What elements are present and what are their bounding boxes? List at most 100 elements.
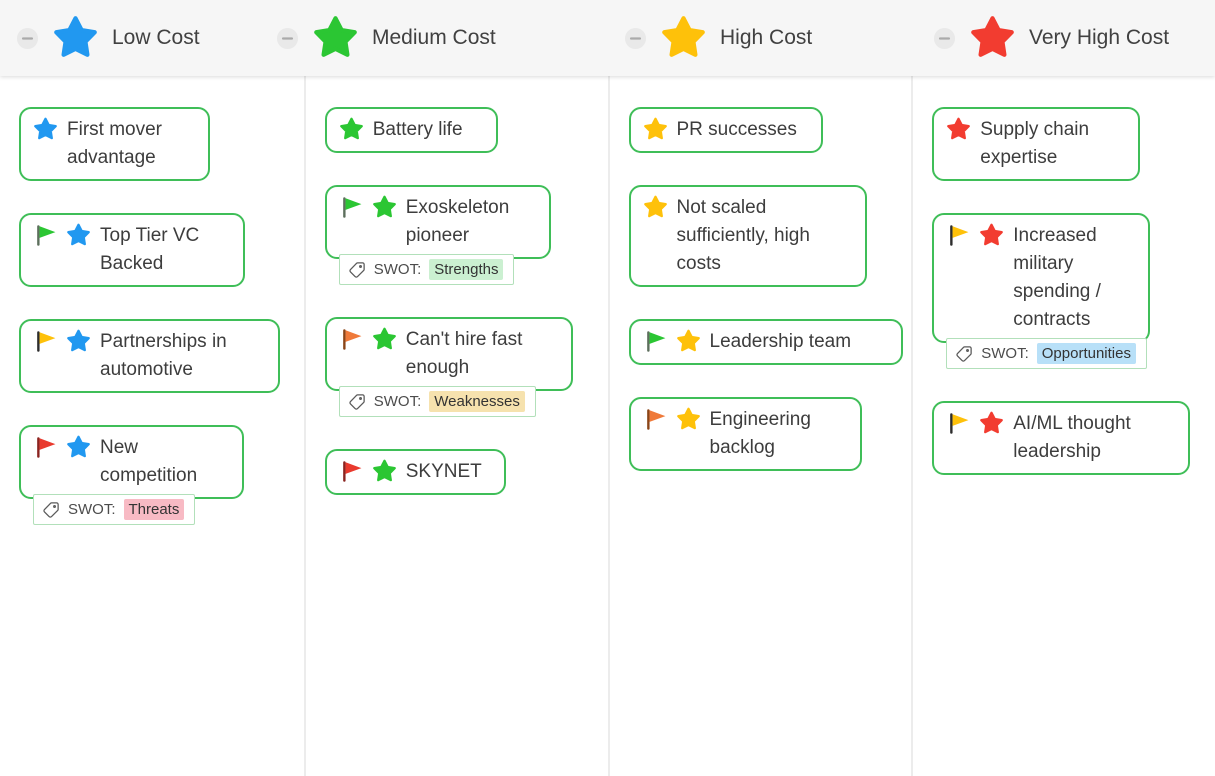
swot-tag[interactable]: SWOT: Weaknesses: [338, 386, 536, 417]
tag-label: SWOT:: [981, 345, 1029, 362]
card-title: Exoskeleton pioneer: [405, 197, 510, 246]
column-low-cost: First mover advantage Top Tier VC Backed…: [0, 76, 304, 776]
flag-icon: [339, 327, 364, 352]
star-icon: [372, 327, 397, 352]
flag-icon: [339, 195, 364, 220]
column-header-low-cost: Low Cost: [16, 0, 200, 76]
star-icon: [66, 435, 91, 460]
column-header-label: Medium Cost: [372, 26, 496, 49]
card-group: Increased military spending / contracts …: [932, 213, 1151, 369]
tag-icon: [955, 345, 973, 363]
tag-value: Strengths: [429, 259, 504, 280]
tag-value: Threats: [123, 499, 185, 520]
card-title: AI/ML thought leadership: [1013, 413, 1131, 462]
column-header-high-cost: High Cost: [624, 0, 812, 76]
card-title: SKYNET: [405, 461, 482, 482]
card[interactable]: Not scaled sufficiently, high costs: [628, 185, 867, 287]
minus-circle-icon: [624, 27, 647, 50]
swot-tag[interactable]: SWOT: Strengths: [338, 254, 515, 285]
card-title: Increased military spending / contracts: [1013, 225, 1101, 330]
column-very-high-cost: Supply chain expertise Increased militar…: [911, 76, 1215, 776]
card-group: Exoskeleton pioneer SWOT: Strengths: [324, 185, 551, 285]
card-title: Not scaled sufficiently, high costs: [676, 197, 810, 274]
flag-icon: [339, 459, 364, 484]
star-icon: [372, 459, 397, 484]
column-header-label: Very High Cost: [1029, 26, 1170, 49]
card-title: PR successes: [676, 119, 797, 140]
flag-icon: [643, 407, 668, 432]
flag-icon: [946, 223, 971, 248]
star-icon: [946, 117, 971, 142]
card[interactable]: Can't hire fast enough: [324, 317, 573, 391]
swot-tag[interactable]: SWOT: Opportunities: [946, 338, 1147, 369]
star-icon: [676, 407, 701, 432]
column-header-label: High Cost: [720, 26, 813, 49]
flag-icon: [33, 435, 58, 460]
star-icon: [372, 195, 397, 220]
flag-icon: [33, 223, 58, 248]
board-header: Low Cost Medium Cost High Cost Very High…: [0, 0, 1215, 76]
card[interactable]: AI/ML thought leadership: [932, 401, 1191, 475]
star-icon: [339, 117, 364, 142]
card[interactable]: Battery life: [324, 107, 498, 153]
tag-icon: [348, 393, 366, 411]
star-icon: [643, 195, 668, 220]
column-medium-cost: Battery life Exoskeleton pioneer SWOT: S…: [303, 76, 608, 776]
card[interactable]: Partnerships in automotive: [19, 319, 280, 393]
column-header-label: Low Cost: [112, 26, 200, 49]
card-title: Engineering backlog: [709, 409, 811, 458]
tag-icon: [348, 261, 366, 279]
card[interactable]: Increased military spending / contracts: [932, 213, 1151, 343]
board-columns: First mover advantage Top Tier VC Backed…: [0, 76, 1215, 776]
card[interactable]: SKYNET: [324, 449, 506, 495]
star-icon: [676, 329, 701, 354]
star-icon: [33, 117, 58, 142]
column-header-very-high-cost: Very High Cost: [933, 0, 1169, 76]
star-icon: [979, 223, 1004, 248]
minus-circle-icon: [16, 27, 39, 50]
collapse-column-button[interactable]: [624, 27, 647, 50]
collapse-column-button[interactable]: [16, 27, 39, 50]
star-icon: [66, 329, 91, 354]
card[interactable]: Engineering backlog: [628, 397, 862, 471]
card[interactable]: Supply chain expertise: [932, 107, 1141, 181]
star-icon: [52, 15, 99, 62]
flag-icon: [643, 329, 668, 354]
card-title: New competition: [100, 437, 198, 486]
column-high-cost: PR successes Not scaled sufficiently, hi…: [607, 76, 912, 776]
tag-value: Opportunities: [1036, 343, 1136, 364]
tag-label: SWOT:: [373, 393, 422, 410]
star-icon: [643, 117, 668, 142]
card-title: First mover advantage: [67, 119, 162, 168]
card[interactable]: Exoskeleton pioneer: [324, 185, 551, 259]
tag-label: SWOT:: [68, 501, 116, 518]
star-icon: [66, 223, 91, 248]
card-title: Supply chain expertise: [980, 119, 1090, 168]
card-group: Can't hire fast enough SWOT: Weaknesses: [324, 317, 573, 417]
minus-circle-icon: [276, 27, 299, 50]
card-title: Can't hire fast enough: [405, 329, 523, 378]
card-group: New competition SWOT: Threats: [19, 425, 244, 525]
swot-tag[interactable]: SWOT: Threats: [33, 494, 196, 525]
star-icon: [969, 15, 1016, 62]
collapse-column-button[interactable]: [933, 27, 956, 50]
tag-value: Weaknesses: [429, 391, 525, 412]
card[interactable]: New competition: [19, 425, 244, 499]
card[interactable]: Top Tier VC Backed: [19, 213, 245, 287]
tag-icon: [42, 501, 60, 519]
collapse-column-button[interactable]: [276, 27, 299, 50]
card[interactable]: First mover advantage: [19, 107, 210, 181]
card-title: Partnerships in automotive: [100, 331, 227, 380]
card[interactable]: Leadership team: [628, 319, 903, 365]
card-title: Leadership team: [709, 331, 852, 352]
card-title: Battery life: [372, 119, 463, 140]
star-icon: [312, 15, 359, 62]
flag-icon: [946, 411, 971, 436]
flag-icon: [33, 329, 58, 354]
star-icon: [979, 411, 1004, 436]
minus-circle-icon: [933, 27, 956, 50]
card[interactable]: PR successes: [628, 107, 823, 153]
star-icon: [660, 15, 707, 62]
card-title: Top Tier VC Backed: [100, 225, 200, 274]
tag-label: SWOT:: [373, 261, 422, 278]
